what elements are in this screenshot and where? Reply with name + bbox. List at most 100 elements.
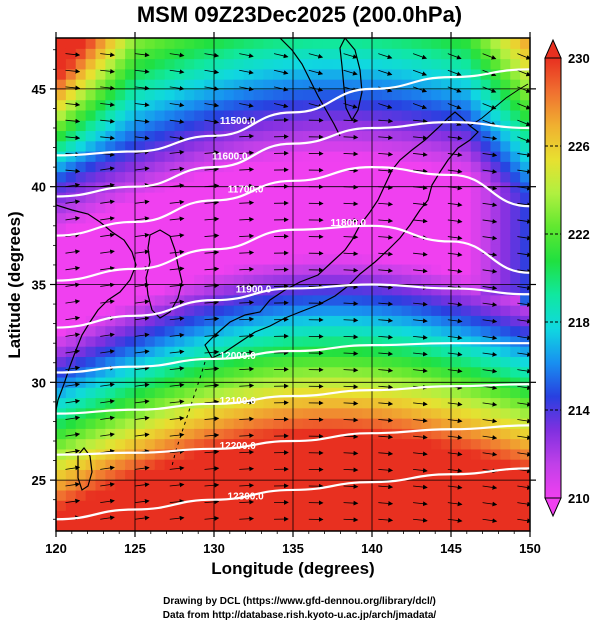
heatmap-cell [204,171,215,183]
heatmap-cell [65,305,77,316]
heatmap-cell [65,489,77,501]
wind-arrow [239,283,255,289]
wind-arrow [100,382,115,388]
heatmap-cell [56,48,67,60]
heatmap-cell [431,263,442,275]
heatmap-cell [401,366,413,378]
heatmap-cell [135,202,146,214]
heatmap-cell [293,469,304,481]
wind-arrow [204,349,220,355]
contour-line [56,283,530,329]
heatmap-cell [75,500,87,512]
heatmap-cell [56,120,67,132]
heatmap-cell [174,305,185,316]
heatmap-cell [273,479,284,491]
heatmap-cell [332,263,343,275]
heatmap-cell [510,150,521,162]
wind-arrow [169,135,185,141]
heatmap-cell [194,192,205,203]
heatmap-cell [105,233,116,245]
heatmap-cell [381,192,393,203]
heatmap-cell [500,243,511,255]
heatmap-cell [233,335,245,347]
heatmap-cell [500,161,511,173]
heatmap-cell [115,366,126,378]
heatmap-cell [411,489,422,501]
heatmap-cell [490,243,501,255]
wind-arrow [343,284,359,290]
heatmap-cell [85,305,97,316]
heatmap-cell [263,459,274,470]
heatmap-cell [431,38,442,49]
heatmap-cell [233,120,245,132]
heatmap-cell [441,387,452,399]
heatmap-cell [144,150,156,162]
heatmap-cell [411,284,422,296]
heatmap-cell [312,387,324,399]
heatmap-cell [135,346,146,357]
wind-arrow [100,349,115,354]
wind-arrow [517,119,530,127]
heatmap-cell [470,68,482,80]
heatmap-cell [421,346,432,357]
heatmap-cell [214,356,225,368]
heatmap-cell [500,109,511,121]
heatmap-cell [243,212,255,224]
heatmap-cell [352,38,363,49]
heatmap-cell [194,315,205,327]
heatmap-cell [510,479,521,491]
heatmap-cell [332,161,343,173]
wind-arrow [100,232,115,238]
wind-arrow [239,416,255,422]
heatmap-cell [342,387,353,399]
heatmap-cell [372,263,383,275]
heatmap-cell [233,274,245,286]
heatmap-cell [510,68,521,80]
heatmap-cell [342,120,353,132]
heatmap-cell [490,407,501,419]
heatmap-cell [520,325,530,337]
heatmap-cell [263,500,274,512]
heatmap-cell [490,222,501,234]
heatmap-cell [154,48,166,60]
heatmap-cell [144,489,156,501]
heatmap-cell [470,479,482,491]
heatmap-cell [441,212,452,224]
wind-arrow [447,235,463,241]
heatmap-cell [154,171,166,183]
heatmap-cell [184,171,195,183]
heatmap-cell [204,48,215,60]
heatmap-cell [115,253,126,265]
heatmap-cell [332,253,343,265]
heatmap-cell [302,58,314,70]
heatmap-cell [125,366,136,378]
wind-arrow [378,268,394,274]
contour-label: 12300.0 [228,492,265,503]
wind-arrow [169,332,185,338]
heatmap-cell [75,335,87,347]
heatmap-cell [184,130,195,142]
wind-arrow [343,134,359,140]
wind-arrow [169,316,185,322]
contour-line [56,424,530,456]
heatmap-cell [391,109,403,121]
heatmap-cell [470,366,482,378]
heatmap-cell [391,325,403,337]
wind-arrow [65,365,81,371]
heatmap-cell [401,459,413,470]
heatmap-cell [85,89,97,101]
heatmap-cell [204,387,215,399]
heatmap-cell [510,99,521,111]
heatmap-cell [223,479,235,491]
wind-arrow [413,301,428,307]
heatmap-cell [164,346,176,357]
wind-arrow [447,468,463,474]
wind-arrow [65,315,81,321]
heatmap-cell [174,510,185,522]
heatmap-cell [144,407,156,419]
heatmap-cell [480,120,492,132]
wind-arrow [169,249,185,255]
wind-arrow [65,349,81,354]
heatmap-cell [470,459,482,470]
heatmap-cell [441,58,452,70]
